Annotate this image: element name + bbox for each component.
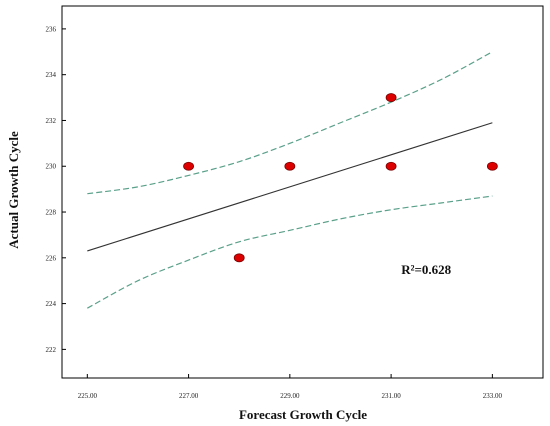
x-tick-label: 227.00 [179,392,199,400]
y-tick-label: 230 [46,163,57,171]
x-tick-label: 225.00 [78,392,98,400]
y-tick-label: 228 [46,209,57,217]
y-tick-label: 224 [46,300,57,308]
x-tick-label: 229.00 [280,392,300,400]
lower-confidence-curve [87,195,493,309]
upper-confidence-curve [87,51,493,195]
data-point [385,93,397,102]
data-point [486,161,498,171]
r-squared-annotation: R²=0.628 [401,262,451,277]
data-point [284,161,296,171]
x-tick-label: 233.00 [483,392,503,400]
data-point [183,161,194,171]
y-tick-label: 222 [46,346,57,354]
regression-line [87,122,493,252]
data-point [233,253,245,263]
y-tick-label: 232 [46,117,57,125]
x-tick-label: 231.00 [381,392,401,400]
y-tick-label: 236 [46,25,57,33]
y-tick-label: 234 [46,71,57,79]
x-axis-title: Forecast Growth Cycle [239,407,367,422]
y-tick-label: 226 [46,254,57,262]
plot-frame [61,5,544,379]
y-axis-title: Actual Growth Cycle [6,131,21,249]
data-point [385,161,397,171]
